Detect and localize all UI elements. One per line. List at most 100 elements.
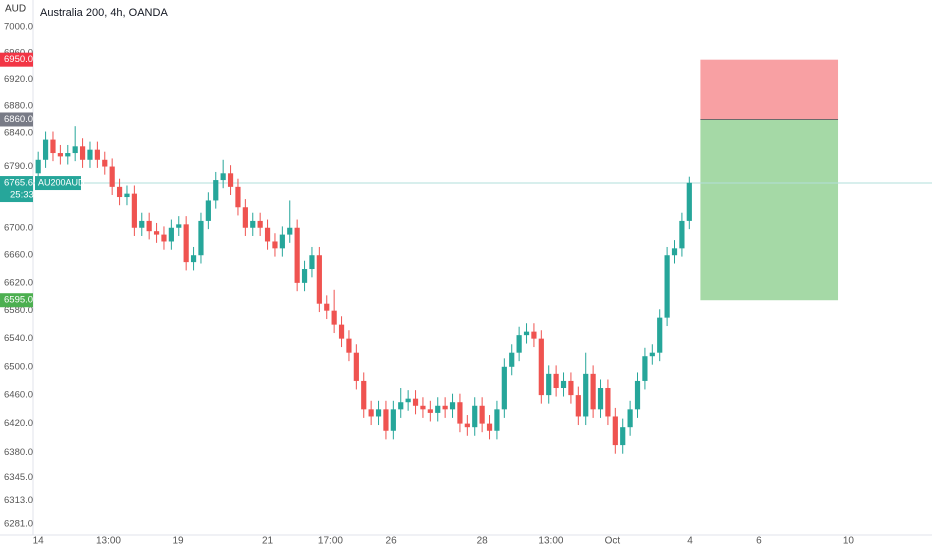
candle-body xyxy=(597,388,604,410)
candle-body xyxy=(190,255,197,263)
candle-body xyxy=(124,193,130,198)
candle-body xyxy=(405,398,411,403)
candle-body xyxy=(205,200,211,221)
candle-body xyxy=(627,409,633,428)
candle-body xyxy=(176,224,182,228)
candle-body xyxy=(161,234,167,242)
candle-body xyxy=(146,220,152,232)
candle-body xyxy=(583,373,589,417)
y-tick-label: 6580.0 xyxy=(4,305,33,316)
candle-body xyxy=(412,398,419,406)
candle-body xyxy=(213,180,219,201)
y-tick-label: 6700.0 xyxy=(4,222,33,233)
candle-body xyxy=(457,402,463,424)
x-tick-label: Oct xyxy=(605,536,621,547)
candle-body xyxy=(575,395,581,417)
x-tick-label: 21 xyxy=(262,536,274,547)
candle-body xyxy=(353,352,359,381)
target-price-label-bg xyxy=(0,293,33,308)
candle-body xyxy=(664,255,670,318)
candle-body xyxy=(264,227,271,242)
candle-body xyxy=(531,331,537,339)
candle-body xyxy=(116,186,123,198)
candle-body xyxy=(42,139,49,160)
candle-body xyxy=(383,409,389,431)
y-tick-label: 6880.0 xyxy=(4,101,33,112)
x-tick-label: 14 xyxy=(33,536,45,547)
candle-body xyxy=(131,193,137,228)
candle-body xyxy=(324,303,330,311)
y-tick-label: 6313.0 xyxy=(4,495,33,506)
candle-body xyxy=(509,352,515,367)
candle-body xyxy=(560,380,567,389)
symbol-tag: AU200AUD xyxy=(38,177,85,187)
last-price-bg xyxy=(0,176,33,203)
candle-body xyxy=(501,366,507,410)
candle-body xyxy=(250,220,256,228)
candle-body xyxy=(338,324,345,339)
x-tick-label: 17:00 xyxy=(318,536,343,547)
candle-body xyxy=(301,269,308,283)
y-tick-label: 6840.0 xyxy=(4,127,33,138)
candle-body xyxy=(94,149,100,160)
candle-body xyxy=(642,356,648,381)
symbol-tag-bg xyxy=(35,176,81,191)
y-tick-label: 6500.0 xyxy=(4,361,33,372)
candle-body xyxy=(87,149,93,160)
y-tick-label: 6620.0 xyxy=(4,277,33,288)
countdown-label: 25:33 xyxy=(10,190,34,201)
candle-body xyxy=(220,173,226,181)
y-tick-label: 6420.0 xyxy=(4,418,33,429)
x-tick-label: 10 xyxy=(843,536,855,547)
last-price-label: 6765.6 xyxy=(4,178,33,189)
candle-body xyxy=(257,220,263,228)
y-tick-label: 6660.0 xyxy=(4,250,33,261)
candle-body xyxy=(435,405,441,413)
candle-body xyxy=(420,405,426,410)
candle-body xyxy=(79,146,86,160)
candle-body xyxy=(331,310,337,325)
stop-zone xyxy=(700,59,839,120)
y-tick-label: 6380.0 xyxy=(4,447,33,458)
candle-body xyxy=(427,409,433,413)
candle-body xyxy=(679,220,685,249)
candle-body xyxy=(279,234,285,249)
candle-body xyxy=(287,227,293,235)
x-tick-label: 28 xyxy=(477,536,489,547)
candle-body xyxy=(227,173,234,187)
candle-body xyxy=(168,227,174,242)
candle-body xyxy=(102,159,108,167)
y-tick-label: 6920.0 xyxy=(4,74,33,85)
stop-price-label-bg xyxy=(0,52,33,67)
candle-body xyxy=(612,416,618,446)
candle-body xyxy=(50,139,56,154)
candle-body xyxy=(620,427,626,446)
candle-body xyxy=(472,405,478,428)
candle-body xyxy=(242,207,248,228)
candle-body xyxy=(109,166,115,187)
x-tick-label: 4 xyxy=(687,536,693,547)
candle-body xyxy=(294,227,300,283)
candle-body xyxy=(464,423,470,428)
candle-body xyxy=(309,255,315,270)
stop-price-label: 6950.0 xyxy=(4,54,33,65)
entry-price-label-bg xyxy=(0,112,33,127)
y-tick-label: 6540.0 xyxy=(4,333,33,344)
candle-body xyxy=(153,231,160,235)
x-tick-label: 13:00 xyxy=(96,536,121,547)
candle-body xyxy=(346,338,352,353)
candle-body xyxy=(494,409,500,431)
y-tick-label: 7000.0 xyxy=(4,21,33,32)
candle-body xyxy=(568,380,574,396)
candle-body xyxy=(183,224,189,263)
candle-body xyxy=(361,380,367,410)
y-tick-label: 6345.0 xyxy=(4,472,33,483)
x-tick-label: 13:00 xyxy=(538,536,563,547)
candle-body xyxy=(605,388,611,417)
candle-body xyxy=(375,409,382,417)
candle-body xyxy=(139,220,145,228)
candle-body xyxy=(486,423,493,431)
candle-body xyxy=(634,380,641,410)
candle-body xyxy=(198,220,204,256)
